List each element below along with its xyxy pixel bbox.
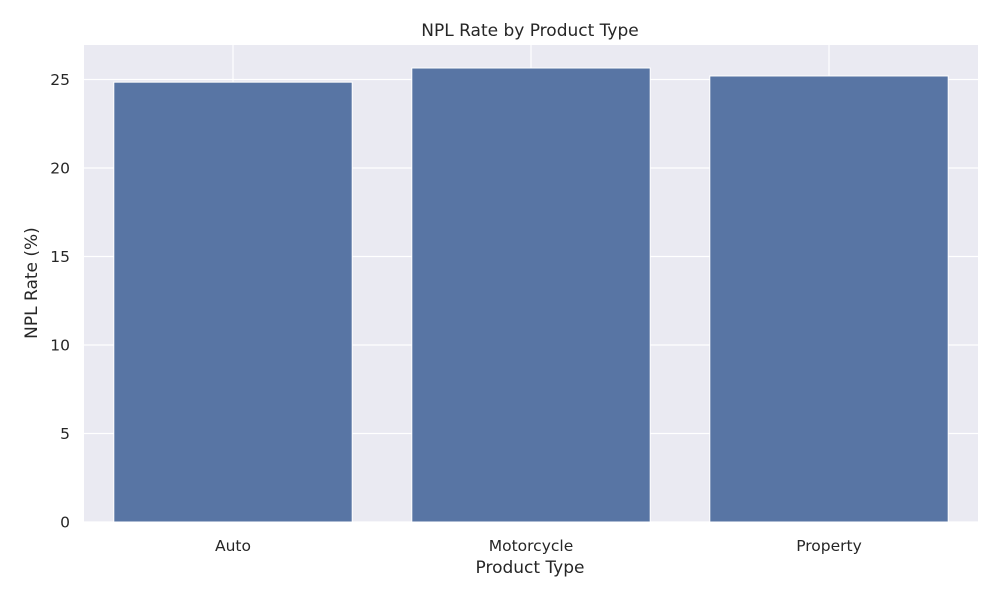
bars xyxy=(113,67,949,523)
y-tick-label: 0 xyxy=(60,514,70,532)
bar-auto xyxy=(113,81,353,523)
y-tick-label: 15 xyxy=(50,248,70,266)
x-tick-label: Auto xyxy=(215,537,251,555)
y-axis-label: NPL Rate (%) xyxy=(22,227,42,339)
y-axis-ticks: 0 5 10 15 20 25 xyxy=(50,71,70,531)
bar-property xyxy=(709,75,949,523)
chart-title: NPL Rate by Product Type xyxy=(421,21,638,41)
x-tick-label: Motorcycle xyxy=(489,537,574,555)
y-tick-label: 25 xyxy=(50,71,70,89)
bar-motorcycle xyxy=(411,67,651,523)
y-tick-label: 20 xyxy=(50,160,70,178)
x-axis-label: Product Type xyxy=(476,558,585,578)
x-axis-ticks: Auto Motorcycle Property xyxy=(215,537,862,555)
y-tick-label: 10 xyxy=(50,337,70,355)
y-tick-label: 5 xyxy=(60,425,70,443)
x-tick-label: Property xyxy=(796,537,862,555)
